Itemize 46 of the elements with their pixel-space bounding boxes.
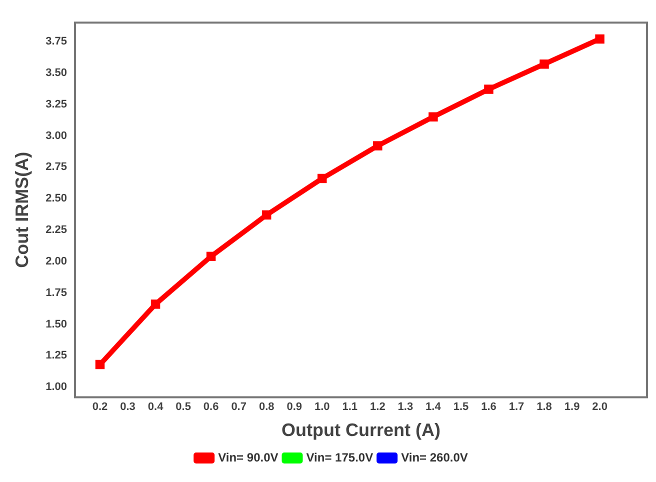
x-tick-label: 0.7 <box>231 400 246 413</box>
y-tick-label: 2.50 <box>46 192 68 205</box>
point <box>262 210 272 220</box>
y-tick-label: 2.25 <box>46 224 68 236</box>
y-tick-label: 2.00 <box>46 255 68 268</box>
point <box>373 141 382 150</box>
point <box>595 34 604 44</box>
point <box>206 252 216 262</box>
point <box>540 59 549 69</box>
y-tick-label: 1.25 <box>46 350 68 362</box>
point <box>318 174 327 184</box>
x-tick-label: 0.5 <box>176 400 191 413</box>
x-axis-title: Output Current (A) <box>282 420 440 440</box>
y-tick-label: 1.00 <box>46 381 68 394</box>
y-tick-label: 1.75 <box>46 286 68 299</box>
point <box>150 300 160 309</box>
x-tick-label: 0.9 <box>286 400 302 413</box>
x-tick-label: 0.2 <box>92 400 108 413</box>
point <box>428 112 438 122</box>
x-tick-label: 1.0 <box>314 400 330 413</box>
x-tick-label: 1.7 <box>508 400 524 413</box>
x-tick-label: 0.3 <box>120 400 136 413</box>
x-tick-label: 1.2 <box>370 400 386 413</box>
point <box>95 360 105 370</box>
x-tick-label: 1.6 <box>481 400 496 413</box>
legend-label: Vin= 90.0V <box>218 450 278 464</box>
x-tick-label: 2.0 <box>592 400 608 413</box>
legend-label: Vin= 260.0V <box>401 450 468 464</box>
y-tick-label: 3.25 <box>46 98 68 110</box>
x-tick-label: 1.1 <box>342 400 358 413</box>
x-tick-label: 1.5 <box>453 400 469 413</box>
point <box>484 84 494 94</box>
x-tick-label: 0.6 <box>203 400 219 413</box>
y-tick-label: 1.50 <box>46 318 68 330</box>
x-tick-label: 0.4 <box>148 400 164 413</box>
y-axis-title: Cout IRMS(A) <box>12 152 32 268</box>
y-tick-label: 3.50 <box>46 66 68 79</box>
legend-label: Vin= 175.0V <box>306 450 374 464</box>
y-tick-label: 2.75 <box>46 161 68 174</box>
y-tick-label: 3.75 <box>46 35 68 48</box>
x-tick-label: 1.8 <box>536 400 552 413</box>
y-tick-label: 3.00 <box>46 130 68 142</box>
x-tick-label: 1.9 <box>564 400 580 413</box>
x-tick-label: 1.3 <box>398 400 414 413</box>
x-tick-label: 0.8 <box>258 400 274 413</box>
x-tick-label: 1.4 <box>426 400 442 413</box>
